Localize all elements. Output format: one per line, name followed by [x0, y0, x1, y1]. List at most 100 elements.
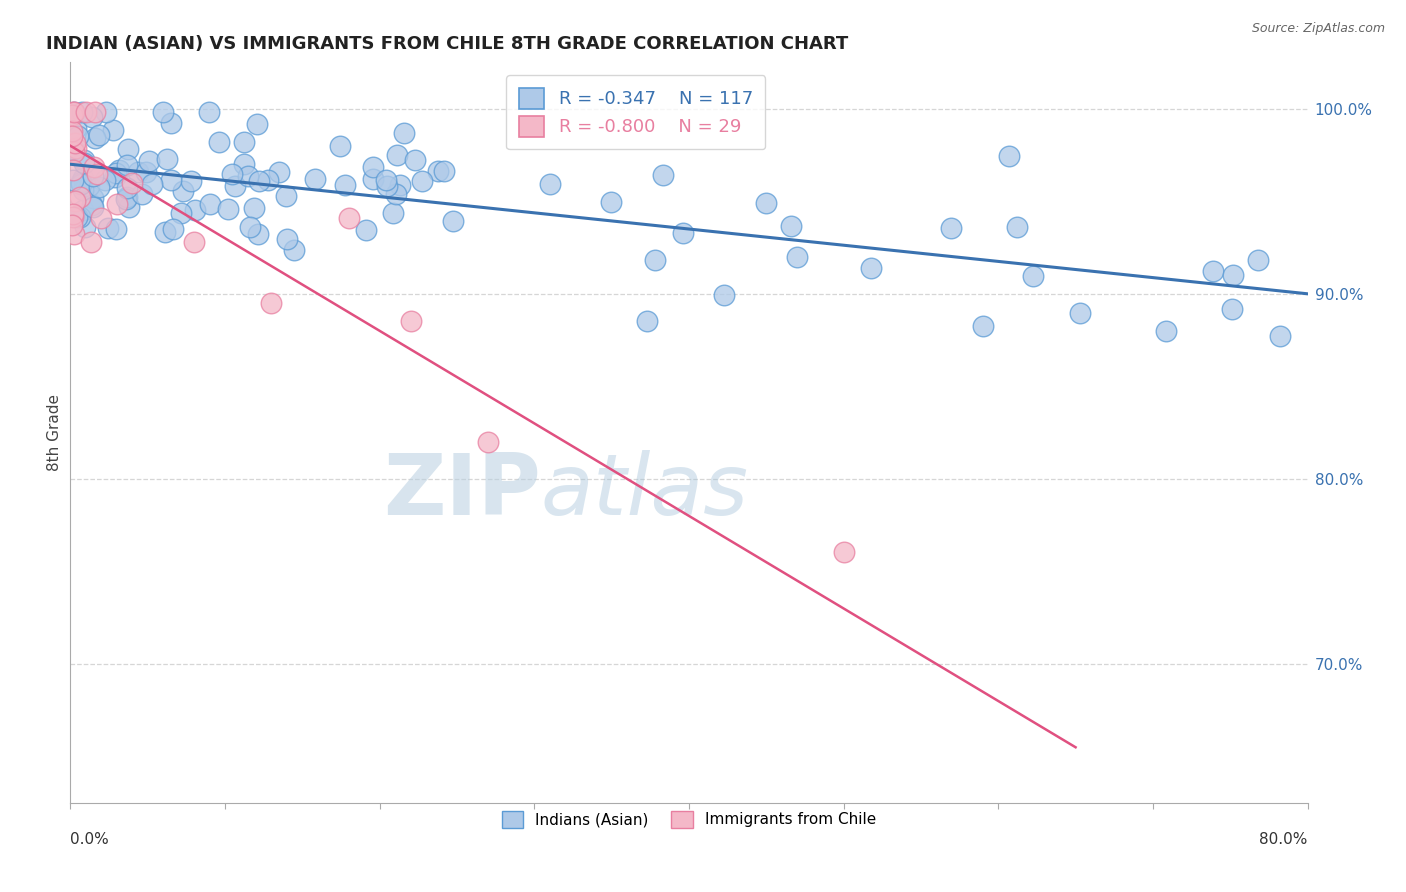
Point — [172, 185, 194, 199]
Point — [60, 108, 83, 122]
Point — [69, 177, 91, 191]
Point — [375, 178, 398, 193]
Point — [62, 145, 84, 159]
Point — [404, 153, 426, 168]
Point — [239, 219, 262, 234]
Point — [1202, 263, 1225, 277]
Point — [644, 252, 666, 267]
Point — [382, 206, 405, 220]
Point — [198, 197, 221, 211]
Point — [672, 226, 695, 240]
Point — [162, 222, 184, 236]
Point — [538, 177, 561, 191]
Point — [998, 149, 1021, 163]
Y-axis label: 8th Grade: 8th Grade — [46, 394, 62, 471]
Point — [208, 135, 231, 149]
Point — [75, 105, 97, 120]
Point — [83, 161, 105, 175]
Point — [77, 179, 100, 194]
Point — [105, 197, 128, 211]
Point — [118, 200, 141, 214]
Point — [245, 117, 267, 131]
Point — [63, 136, 86, 150]
Point — [1007, 219, 1029, 234]
Point — [63, 105, 86, 120]
Legend: Indians (Asian), Immigrants from Chile: Indians (Asian), Immigrants from Chile — [494, 803, 884, 836]
Point — [477, 434, 499, 449]
Point — [66, 210, 89, 224]
Point — [60, 218, 83, 232]
Point — [72, 183, 94, 197]
Point — [72, 171, 94, 186]
Point — [69, 175, 91, 189]
Point — [62, 207, 84, 221]
Point — [361, 172, 384, 186]
Text: ZIP: ZIP — [382, 450, 540, 533]
Point — [117, 142, 139, 156]
Point — [651, 168, 673, 182]
Point — [972, 319, 994, 334]
Point — [104, 169, 127, 184]
Point — [63, 144, 86, 158]
Point — [62, 105, 84, 120]
Point — [363, 160, 385, 174]
Point — [138, 154, 160, 169]
Point — [121, 176, 143, 190]
Point — [65, 121, 87, 136]
Point — [939, 221, 962, 235]
Point — [786, 251, 808, 265]
Point — [183, 235, 205, 250]
Point — [159, 173, 181, 187]
Point — [385, 148, 408, 162]
Point — [155, 226, 177, 240]
Point — [90, 211, 112, 226]
Point — [780, 219, 803, 233]
Point — [283, 244, 305, 258]
Point — [67, 128, 90, 143]
Point — [63, 145, 86, 160]
Point — [63, 105, 86, 120]
Point — [356, 223, 378, 237]
Point — [69, 210, 91, 224]
Point — [276, 231, 298, 245]
Point — [276, 188, 298, 202]
Point — [84, 105, 107, 120]
Point — [183, 203, 205, 218]
Point — [713, 288, 735, 302]
Point — [62, 142, 84, 156]
Point — [232, 157, 254, 171]
Point — [63, 194, 86, 208]
Point — [80, 110, 103, 124]
Point — [1220, 301, 1243, 316]
Point — [859, 261, 882, 276]
Point — [79, 235, 101, 249]
Point — [238, 169, 260, 184]
Point — [62, 210, 84, 224]
Point — [96, 105, 118, 120]
Point — [108, 162, 131, 177]
Point — [89, 128, 111, 142]
Point — [224, 179, 246, 194]
Point — [304, 172, 326, 186]
Point — [73, 156, 96, 170]
Point — [101, 122, 124, 136]
Point — [198, 105, 221, 120]
Point — [333, 178, 356, 193]
Point — [232, 135, 254, 149]
Point — [75, 220, 97, 235]
Point — [433, 164, 456, 178]
Point — [1247, 253, 1270, 268]
Point — [388, 178, 411, 192]
Point — [97, 220, 120, 235]
Point — [384, 186, 406, 201]
Point — [243, 201, 266, 215]
Point — [131, 187, 153, 202]
Point — [127, 164, 149, 178]
Point — [636, 313, 658, 327]
Point — [72, 203, 94, 218]
Point — [156, 152, 179, 166]
Point — [221, 167, 243, 181]
Point — [246, 227, 269, 241]
Point — [329, 139, 352, 153]
Point — [1022, 269, 1045, 284]
